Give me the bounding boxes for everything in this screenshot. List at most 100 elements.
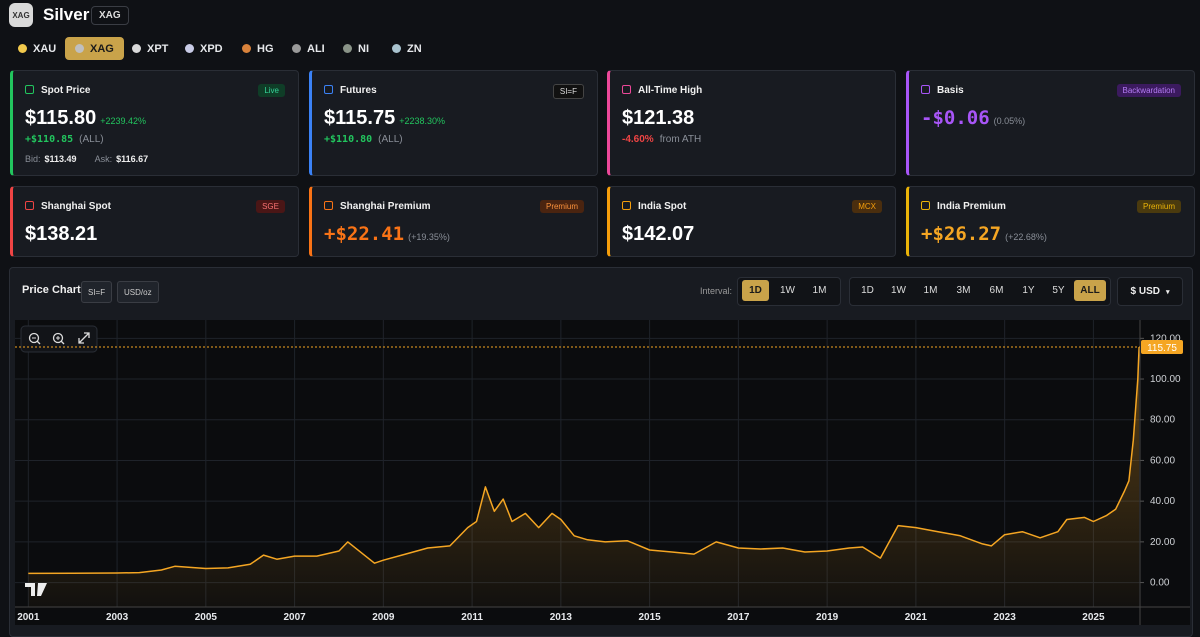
card-badge: Premium — [1136, 200, 1181, 213]
bid-ask-value: $113.49 — [44, 154, 77, 164]
range-button[interactable]: 1D — [861, 285, 874, 296]
tab-label: HG — [257, 42, 274, 55]
tab-label: XAU — [33, 42, 57, 55]
range-button[interactable]: ALL — [1074, 280, 1106, 301]
tab[interactable]: XAU — [10, 37, 64, 60]
last-price-tag — [1141, 339, 1183, 354]
tab[interactable]: XPT — [124, 37, 176, 60]
tab-icon — [242, 44, 251, 53]
tab-icon — [132, 44, 141, 53]
y-tick-label: 40.00 — [1150, 496, 1175, 507]
caret: ▾ — [1165, 288, 1170, 296]
card-icon — [324, 85, 333, 94]
card-sub-note: (ALL) — [378, 134, 403, 145]
tab-icon — [343, 44, 352, 53]
tab-label: NI — [358, 42, 369, 55]
card-change: (+19.35%) — [408, 232, 450, 242]
card-icon — [921, 201, 930, 210]
card: Futures SI=F $115.75 +2238.30% +$110.80 (ALL) — [309, 70, 598, 176]
x-tick-label: 2015 — [638, 612, 661, 623]
tab-label: ALI — [307, 42, 325, 55]
card-line: +$110.85 (ALL) — [25, 134, 104, 145]
tab[interactable]: XAG — [65, 37, 124, 60]
x-tick-label: 2017 — [727, 612, 750, 623]
card-badge: SGE — [256, 200, 285, 213]
card: Basis Backwardation -$0.06 (0.05%) — [906, 70, 1195, 176]
card: Shanghai Spot SGE $138.21 — [10, 186, 299, 257]
card: India Premium Premium +$26.27 (+22.68%) — [906, 186, 1195, 257]
card-sub-value: -4.60% — [622, 134, 654, 145]
x-tick-label: 2021 — [905, 612, 928, 623]
card-sub-value: +$110.85 — [25, 134, 74, 145]
x-tick-label: 2011 — [461, 612, 483, 623]
card-value: +$26.27 — [921, 223, 1002, 245]
card-title: India Premium — [937, 201, 1006, 212]
tab-label: ZN — [407, 42, 422, 55]
currency-select[interactable]: $ USD ▾ — [1117, 277, 1183, 306]
card-sub-note: from ATH — [659, 134, 702, 145]
card-value: $115.80 — [25, 107, 97, 129]
tab-label: XAG — [90, 42, 114, 55]
card-value: $142.07 — [622, 223, 695, 245]
card-change: +2238.30% — [399, 116, 445, 126]
tab[interactable]: XPD — [177, 37, 231, 60]
range-button[interactable]: 1M — [923, 285, 938, 296]
card-title: Spot Price — [41, 85, 91, 96]
bid-ask-value: $116.67 — [116, 154, 149, 164]
card-badge: SI=F — [552, 84, 584, 99]
x-tick-label: 2013 — [550, 612, 573, 623]
card-line: +$110.80 (ALL) — [324, 134, 403, 145]
card-value: -$0.06 — [921, 107, 990, 129]
card: India Spot MCX $142.07 — [607, 186, 896, 257]
y-tick-label: 120.00 — [1150, 333, 1181, 344]
card-icon — [25, 201, 34, 210]
interval-button[interactable]: 1W — [780, 285, 795, 296]
panel-title: Price Chart — [22, 284, 81, 296]
tab[interactable]: ZN — [384, 37, 430, 60]
x-tick-label: 2023 — [994, 612, 1017, 623]
tab[interactable]: NI — [335, 37, 377, 60]
bid-ask-label: Bid: — [25, 154, 41, 164]
interval-button[interactable]: 1D — [742, 280, 769, 301]
card-icon — [25, 85, 34, 94]
price-line — [28, 346, 1140, 575]
code-badge: XAG — [91, 6, 129, 25]
zoom-tools[interactable] — [20, 325, 98, 353]
interval-button[interactable]: 1M — [812, 285, 827, 296]
y-tick-label: 0.00 — [1150, 578, 1170, 589]
range-button[interactable]: 1Y — [1022, 285, 1035, 296]
card-icon — [622, 85, 631, 94]
tab-icon — [185, 44, 194, 53]
card-value: $121.38 — [622, 107, 695, 129]
range-button[interactable]: 1W — [891, 285, 906, 296]
tag: SI=F — [81, 281, 113, 303]
card-title: Futures — [340, 85, 377, 96]
card-change: (+22.68%) — [1005, 232, 1047, 242]
range-button[interactable]: 6M — [989, 285, 1004, 296]
card-value: +$22.41 — [324, 223, 405, 245]
range-group — [849, 277, 1111, 306]
y-tick-label: 20.00 — [1150, 537, 1175, 548]
card-title: Basis — [937, 85, 964, 96]
card-value: $115.75 — [324, 107, 396, 129]
tab[interactable]: HG — [234, 37, 282, 60]
y-tick-label: 80.00 — [1150, 415, 1175, 426]
range-button[interactable]: 3M — [956, 285, 971, 296]
tab-label: XPD — [200, 42, 223, 55]
x-tick-label: 2007 — [283, 612, 306, 623]
tab[interactable]: ALI — [284, 37, 333, 60]
card-badge: Live — [258, 84, 285, 97]
card-badge: Backwardation — [1116, 84, 1181, 97]
range-button[interactable]: 5Y — [1052, 285, 1065, 296]
card-sub-value: +$110.80 — [324, 134, 373, 145]
card-title: Shanghai Spot — [41, 201, 111, 212]
card-value: $138.21 — [25, 223, 98, 245]
x-tick-label: 2001 — [17, 612, 40, 623]
x-tick-label: 2005 — [195, 612, 218, 623]
interval-label: Interval: — [700, 286, 733, 296]
card-title: India Spot — [638, 201, 687, 212]
page-title: Silver — [43, 5, 90, 24]
card-badge: Premium — [539, 200, 584, 213]
